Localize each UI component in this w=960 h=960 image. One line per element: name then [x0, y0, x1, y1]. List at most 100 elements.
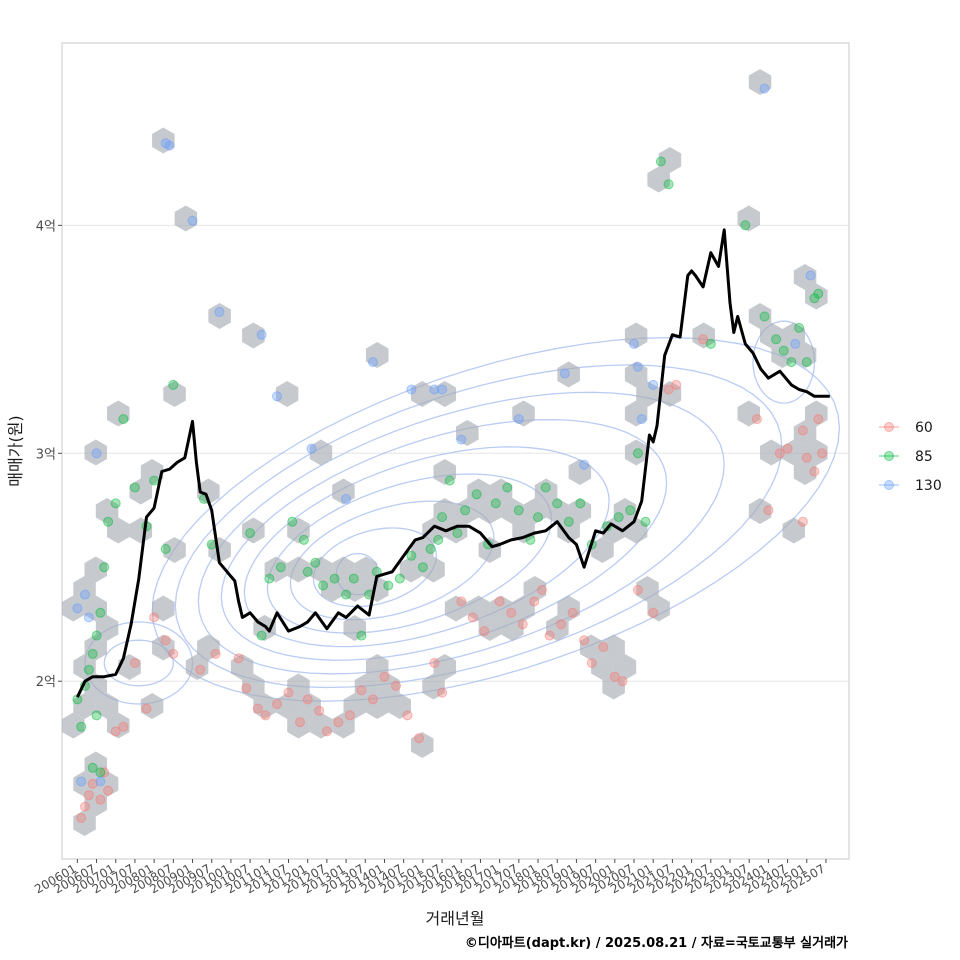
hexbin-cell-53	[805, 439, 828, 466]
hexbin-cell-107	[591, 537, 614, 563]
trend-layer	[76, 228, 830, 698]
hexbin-cell-127	[242, 322, 265, 349]
point-85-53	[552, 498, 563, 509]
point-60-64	[813, 414, 824, 425]
hexbin-cell-48	[737, 400, 760, 427]
point-85-40	[433, 534, 444, 545]
point-60-55	[671, 379, 682, 390]
point-60-61	[797, 425, 808, 436]
plot-panel	[61, 42, 850, 860]
hexbin-cell-112	[658, 147, 682, 173]
point-130-0	[72, 603, 83, 614]
hexbin-cell-122	[73, 576, 96, 602]
point-60-20	[272, 699, 282, 709]
point-85-13	[129, 482, 140, 493]
point-60-33	[414, 733, 424, 744]
hexbin-layer	[62, 69, 828, 836]
hexbin-cell-5	[107, 712, 130, 739]
hexbin-cell-22	[354, 673, 378, 700]
point-85-30	[341, 589, 352, 600]
point-130-8	[256, 329, 267, 340]
point-85-27	[310, 557, 321, 568]
point-60-28	[356, 685, 367, 696]
hexbin-cell-27	[411, 732, 434, 758]
point-60-40	[506, 607, 517, 618]
point-130-5	[164, 140, 175, 151]
hexbin-cell-140	[624, 400, 648, 427]
hexbin-cell-59	[84, 673, 107, 700]
point-85-16	[160, 544, 171, 554]
point-60-12	[160, 635, 171, 646]
hexbin-cell-75	[208, 537, 231, 563]
point-130-23	[648, 379, 659, 390]
y-axis-title: 매매가(원)	[6, 415, 25, 486]
point-85-17	[168, 379, 179, 390]
point-60-50	[609, 671, 620, 682]
hexbin-cell-100	[501, 498, 524, 524]
hexbin-cell-83	[332, 556, 355, 583]
hexbin-cell-79	[287, 517, 310, 544]
hexbin-cell-50	[760, 439, 783, 466]
hexbin-cell-1	[84, 790, 107, 817]
hexbin-cell-40	[591, 654, 614, 680]
point-85-48	[502, 482, 513, 493]
hexbin-cell-34	[501, 615, 524, 641]
point-85-67	[771, 334, 782, 345]
hexbin-cell-141	[636, 381, 659, 407]
point-60-10	[141, 703, 152, 714]
hexbin-cell-74	[197, 478, 220, 505]
scatter-points	[72, 83, 828, 823]
hexbin-cell-25	[377, 673, 400, 700]
point-60-44	[544, 630, 555, 641]
hexbin-cell-96	[467, 478, 490, 505]
hexbin-cell-109	[613, 498, 637, 524]
point-85-54	[563, 516, 574, 527]
point-130-15	[437, 384, 448, 395]
hexbin-cell-30	[444, 595, 468, 622]
legend-label-60: 60	[915, 420, 933, 436]
hexbin-cell-87	[354, 556, 378, 583]
point-85-31	[348, 573, 359, 584]
point-130-3	[91, 448, 102, 459]
hexbin-cell-90	[422, 556, 445, 583]
caption: ©디아파트(dapt.kr) / 2025.08.21 / 자료=국토교통부 실…	[465, 935, 848, 951]
legend: 60 85 130	[879, 420, 942, 494]
point-60-13	[168, 648, 179, 659]
hexbin-cell-35	[512, 595, 535, 622]
point-85-52	[540, 482, 551, 493]
hexbin-cell-28	[433, 654, 456, 680]
hexbin-cell-130	[332, 478, 355, 505]
hexbin-cell-20	[332, 712, 355, 739]
hexbin-cell-42	[613, 654, 637, 680]
point-85-74	[95, 767, 106, 778]
hexbin-cell-97	[478, 537, 502, 563]
hexbin-cell-85	[343, 615, 366, 641]
point-130-11	[341, 493, 352, 504]
point-130-17	[513, 414, 524, 425]
hexbin-cell-47	[692, 322, 715, 349]
point-130-10	[306, 443, 317, 454]
point-85-11	[87, 762, 98, 773]
hexbin-cell-66	[95, 498, 119, 524]
point-60-8	[118, 721, 129, 732]
hexbin-cell-7	[140, 693, 164, 719]
point-85-63	[663, 179, 674, 190]
point-85-55	[575, 498, 586, 509]
hexbin-cell-52	[793, 420, 817, 446]
point-85-15	[149, 475, 160, 486]
point-60-7	[110, 726, 121, 737]
point-85-73	[813, 288, 824, 299]
point-60-39	[494, 596, 505, 607]
point-85-24	[287, 516, 298, 527]
hexbin-cell-57	[73, 693, 96, 719]
hexbin-cell-58	[62, 712, 85, 739]
point-60-3	[87, 778, 98, 789]
hexbin-cell-81	[309, 556, 333, 583]
point-130-9	[272, 391, 282, 402]
point-130-22	[636, 414, 647, 425]
hexbin-cell-143	[793, 264, 817, 290]
point-60-66	[817, 448, 828, 459]
legend-key-dot-85	[884, 451, 894, 461]
point-85-64	[705, 338, 716, 349]
point-60-51	[617, 676, 628, 687]
